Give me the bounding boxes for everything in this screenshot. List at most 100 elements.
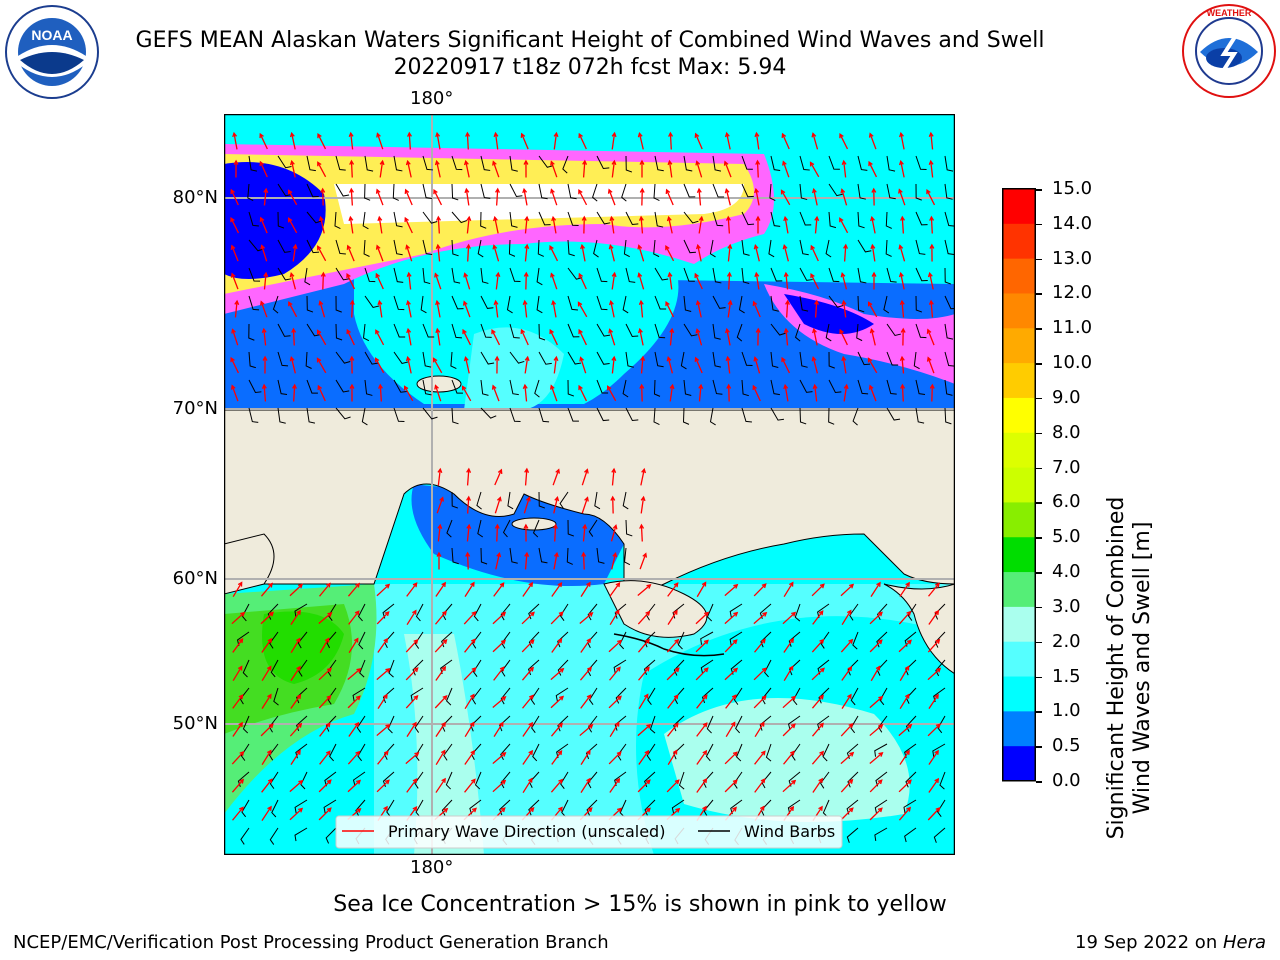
wind-barb [828,407,835,425]
wave-arrow-head [702,749,708,756]
wave-direction-arrow [408,132,412,150]
wave-arrow-head [383,750,389,756]
wave-direction-arrow [696,750,707,765]
wave-arrow-head [781,132,787,138]
wave-direction-arrow [696,301,702,318]
wave-arrow-head [435,327,441,334]
wave-arrow-head [439,496,444,502]
wave-direction-arrow [464,273,471,290]
wave-direction-arrow [840,723,854,737]
wave-direction-arrow [668,273,673,290]
wave-arrow-head [809,161,815,167]
wave-arrow-head [230,244,236,250]
wind-barb [509,267,521,283]
wind-barb [857,295,865,313]
wind-barb [857,211,865,229]
wind-barb [443,743,453,761]
wave-arrow-head [529,611,535,617]
wave-direction-arrow [901,216,904,234]
wave-direction-arrow [231,385,239,402]
wave-direction-arrow [668,161,673,178]
wave-direction-arrow [637,779,651,793]
wave-arrow-head [289,131,295,138]
wind-barb [828,267,840,283]
wave-arrow-head [755,159,761,165]
wind-barb [248,407,259,423]
wave-direction-arrow [608,640,622,653]
wave-direction-arrow [639,329,644,346]
wave-arrow-head [465,131,471,137]
wave-direction-arrow [319,217,325,234]
wind-barb [477,239,484,258]
wave-direction-arrow [231,329,239,346]
wind-barb [480,183,491,199]
wind-barb [480,155,491,171]
wave-arrow-head [639,159,645,165]
wave-direction-arrow [346,329,355,346]
wind-barb [585,743,598,760]
wave-arrow-head [812,383,818,390]
wave-arrow-head [288,189,293,195]
wind-barb [857,239,872,253]
wave-direction-arrow [927,639,940,653]
wave-arrow-head [435,131,441,138]
wave-direction-arrow [753,695,767,709]
colorbar-tick-label: 6.0 [1052,491,1081,513]
wind-barb [770,155,781,171]
wave-direction-arrow [521,611,535,625]
wave-direction-arrow [839,133,849,150]
wave-arrow-head [935,723,941,729]
wind-barb [799,183,808,201]
wave-arrow-head [471,807,477,813]
wind-barb [621,183,627,202]
wave-arrow-head [870,243,876,250]
wave-direction-arrow [901,300,905,318]
wind-barb [277,155,292,169]
wave-arrow-head [412,609,417,615]
wave-direction-arrow [436,497,444,514]
colorbar-tick-label: 10.0 [1052,352,1093,374]
wave-arrow-head [762,611,768,617]
wave-direction-arrow [900,161,905,178]
wave-direction-arrow [319,722,331,737]
wind-barb [643,659,656,676]
wave-direction-arrow [782,696,796,709]
wave-arrow-head [926,188,931,195]
wave-arrow-head [354,721,360,728]
wave-direction-arrow [552,217,557,234]
wave-arrow-head [761,638,766,644]
wave-arrow-head [727,299,733,306]
wave-arrow-head [638,299,644,305]
wind-barb [653,379,661,397]
wave-arrow-head [232,131,238,138]
wave-direction-arrow [840,779,853,793]
colorbar-title: Significant Height of Combined Wind Wave… [1104,488,1156,848]
wave-direction-arrow [839,217,849,234]
wave-arrow-head [268,723,274,729]
svg-text:WEATHER: WEATHER [1207,8,1252,18]
wave-arrow-head [346,328,351,335]
wave-direction-arrow [900,133,905,150]
wind-barb [596,379,609,394]
wave-direction-arrow [869,779,883,793]
wave-arrow-head [694,132,700,138]
wind-barb [480,267,489,284]
wave-direction-arrow [813,189,818,206]
wind-barb [500,687,511,705]
wave-direction-arrow [783,638,794,653]
wave-direction-arrow [695,133,703,150]
wave-direction-arrow [812,133,819,150]
wave-arrow-head [582,159,588,165]
wave-direction-arrow [550,779,563,793]
wave-arrow-head [466,215,472,222]
wind-barb [846,827,859,843]
wave-arrow-head [471,667,477,673]
wave-arrow-head [550,272,555,278]
wave-direction-arrow [463,611,476,625]
wave-arrow-head [500,639,507,645]
wind-barb [296,715,308,732]
wave-direction-arrow [900,273,905,290]
wave-direction-arrow [724,668,738,681]
wave-direction-arrow [259,133,268,150]
wave-arrow-head [877,807,883,813]
